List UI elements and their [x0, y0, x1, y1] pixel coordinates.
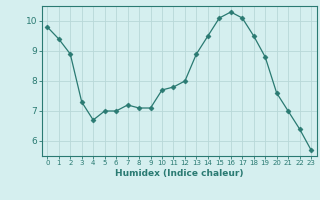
X-axis label: Humidex (Indice chaleur): Humidex (Indice chaleur)	[115, 169, 244, 178]
